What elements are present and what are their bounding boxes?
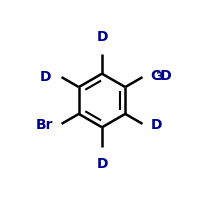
Text: D: D bbox=[40, 70, 52, 84]
Text: D: D bbox=[151, 118, 162, 132]
Text: CD: CD bbox=[150, 69, 172, 83]
Text: D: D bbox=[96, 30, 108, 44]
Text: 3: 3 bbox=[155, 72, 163, 82]
Text: D: D bbox=[96, 157, 108, 171]
Text: Br: Br bbox=[36, 118, 53, 132]
